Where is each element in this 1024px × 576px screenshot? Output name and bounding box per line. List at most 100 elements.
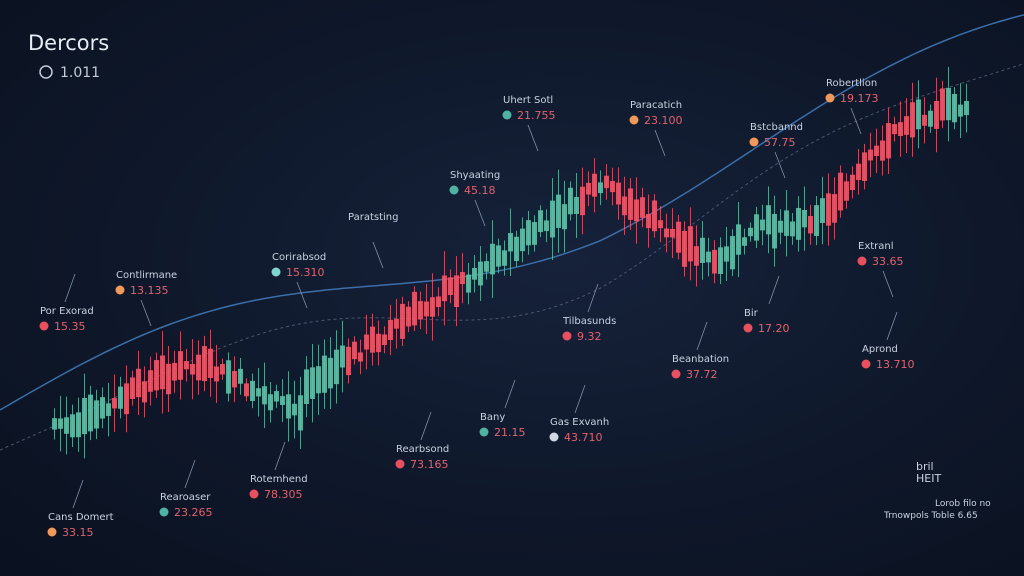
candle-body bbox=[418, 301, 423, 320]
candle-body bbox=[784, 210, 789, 236]
candle-body bbox=[136, 368, 141, 398]
candle-body bbox=[400, 303, 405, 339]
candle-body bbox=[934, 100, 939, 129]
candle-body bbox=[454, 275, 459, 308]
candle-body bbox=[142, 381, 147, 403]
annotation-label: Por Exorad bbox=[40, 306, 94, 317]
annotation-dot bbox=[449, 185, 459, 195]
leader-line bbox=[587, 283, 599, 313]
candle-body bbox=[664, 228, 669, 238]
candle-body bbox=[352, 341, 357, 360]
candle-body bbox=[274, 391, 279, 402]
leader-line bbox=[527, 124, 539, 152]
candle-body bbox=[232, 371, 237, 388]
candle-body bbox=[634, 199, 639, 222]
annotation-label: Corirabsod bbox=[272, 252, 326, 263]
candle-body bbox=[268, 394, 273, 411]
candle-body bbox=[424, 301, 429, 317]
candle-body bbox=[700, 237, 705, 263]
candle-body bbox=[562, 204, 567, 230]
candle-body bbox=[82, 397, 87, 435]
candle-body bbox=[838, 172, 843, 211]
candle-body bbox=[718, 247, 723, 274]
candle-body bbox=[334, 349, 339, 385]
annotation-value: 9.32 bbox=[577, 330, 602, 343]
annotation-dot bbox=[743, 323, 753, 333]
candle-body bbox=[802, 209, 807, 228]
candle-body bbox=[190, 363, 195, 375]
annotation-dot bbox=[47, 527, 57, 537]
candle-body bbox=[316, 366, 321, 394]
candle-body bbox=[778, 220, 783, 233]
annotation-value: 15.310 bbox=[286, 266, 325, 279]
candle-body bbox=[496, 245, 501, 267]
candle-body bbox=[286, 394, 291, 419]
candle-body bbox=[322, 355, 327, 393]
annotation-label: Rearoaser bbox=[160, 492, 211, 503]
footer-line: bril bbox=[916, 460, 934, 473]
trend-line bbox=[0, 63, 1024, 451]
annotation-dot bbox=[249, 489, 259, 499]
leader-line bbox=[654, 129, 666, 157]
annotation-label: Paratsting bbox=[348, 212, 398, 223]
leader-line bbox=[72, 479, 84, 509]
candle-body bbox=[472, 267, 477, 280]
candle-body bbox=[406, 306, 411, 327]
annotation-value: 19.173 bbox=[840, 92, 879, 105]
annotation-dot bbox=[39, 321, 49, 331]
annotation-label: Rotemhend bbox=[250, 474, 308, 485]
annotation-label: Bstcbannd bbox=[750, 122, 803, 133]
candle-body bbox=[172, 362, 177, 381]
title: Dercors bbox=[28, 31, 109, 55]
candle-body bbox=[124, 383, 129, 415]
candle-body bbox=[556, 194, 561, 228]
annotation-value: 45.18 bbox=[464, 184, 496, 197]
candle-body bbox=[568, 187, 573, 215]
candle-body bbox=[178, 351, 183, 380]
candle-body bbox=[88, 394, 93, 432]
footer-line: Trnowpols Toble 6.65 bbox=[883, 511, 978, 521]
candle-body bbox=[214, 366, 219, 382]
trend-line bbox=[0, 14, 1024, 411]
candle-body bbox=[796, 207, 801, 240]
candle-body bbox=[544, 220, 549, 232]
annotation-label: Contlirmane bbox=[116, 270, 177, 281]
candle-body bbox=[652, 200, 657, 232]
annotation-dot bbox=[671, 369, 681, 379]
candle-body bbox=[412, 291, 417, 326]
candle-body bbox=[280, 396, 285, 405]
candle-body bbox=[676, 221, 681, 253]
candle-body bbox=[706, 251, 711, 263]
candle-body bbox=[310, 367, 315, 399]
annotation-value: 78.305 bbox=[264, 488, 303, 501]
annotation-label: Tilbasunds bbox=[562, 316, 616, 327]
candle-body bbox=[964, 101, 969, 116]
candle-body bbox=[112, 398, 117, 409]
candle-body bbox=[514, 236, 519, 261]
candle-body bbox=[916, 99, 921, 130]
annotation-label: Beanbation bbox=[672, 354, 729, 365]
candle-body bbox=[148, 370, 153, 392]
candle-body bbox=[220, 363, 225, 375]
leader-line bbox=[372, 241, 384, 269]
subtitle: 1.011 bbox=[60, 65, 100, 81]
candle-body bbox=[658, 220, 663, 229]
annotation-value: 23.100 bbox=[644, 114, 683, 127]
candle-body bbox=[640, 197, 645, 218]
candle-body bbox=[298, 395, 303, 431]
candle-body bbox=[76, 412, 81, 438]
candle-body bbox=[250, 380, 255, 401]
annotation-value: 73.165 bbox=[410, 458, 449, 471]
leader-line bbox=[64, 273, 76, 303]
annotation-dot bbox=[395, 459, 405, 469]
annotation-label: Aprond bbox=[862, 344, 898, 355]
candle-body bbox=[94, 400, 99, 429]
annotation-dot bbox=[857, 256, 867, 266]
candle-body bbox=[748, 227, 753, 237]
candle-body bbox=[598, 182, 603, 194]
annotation-value: 43.710 bbox=[564, 431, 603, 444]
annotation-value: 33.65 bbox=[872, 255, 904, 268]
annotation-label: Cans Domert bbox=[48, 512, 114, 523]
leader-line bbox=[574, 384, 586, 414]
leader-line bbox=[882, 270, 894, 298]
